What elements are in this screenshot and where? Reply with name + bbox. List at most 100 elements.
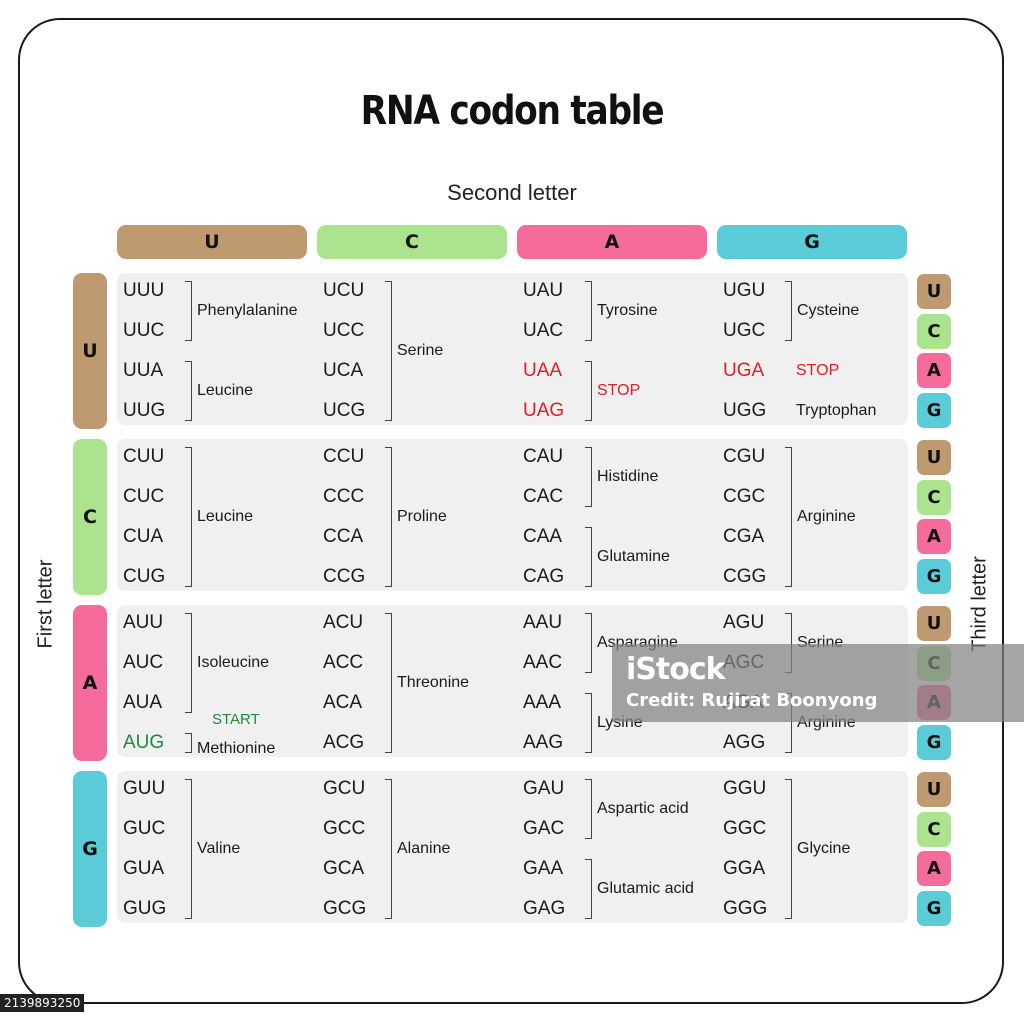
codon-acu: ACU bbox=[323, 612, 364, 633]
third-letter-c: C bbox=[917, 811, 951, 847]
row-panel-c bbox=[117, 439, 908, 591]
third-letter-u: U bbox=[917, 274, 951, 309]
codon-cag: CAG bbox=[523, 566, 565, 587]
amino-acid-valine: Valine bbox=[197, 840, 241, 857]
first-letter-c: C bbox=[73, 439, 107, 595]
amino-acid-leucine: Leucine bbox=[197, 508, 254, 525]
codon-gac: GAC bbox=[523, 818, 565, 839]
start-label: START bbox=[212, 711, 260, 728]
codon-uac: UAC bbox=[523, 320, 564, 341]
amino-acid-arginine: Arginine bbox=[797, 508, 856, 525]
codon-gcu: GCU bbox=[323, 778, 366, 799]
codon-gcg: GCG bbox=[323, 898, 367, 919]
codon-uua: UUA bbox=[123, 360, 164, 381]
codon-uuc: UUC bbox=[123, 320, 165, 341]
codon-aua: AUA bbox=[123, 692, 163, 713]
bracket bbox=[185, 447, 192, 587]
codon-gua: GUA bbox=[123, 858, 165, 879]
codon-ccc: CCC bbox=[323, 486, 365, 507]
codon-cga: CGA bbox=[723, 526, 765, 547]
codon-cgc: CGC bbox=[723, 486, 766, 507]
bracket bbox=[585, 361, 592, 421]
amino-acid-stop: STOP bbox=[597, 382, 641, 399]
second-letter-a: A bbox=[517, 225, 707, 259]
bracket bbox=[385, 613, 392, 753]
watermark-credit: Credit: Rujirat Boonyong bbox=[626, 690, 878, 711]
watermark-logo: iStock bbox=[626, 652, 726, 687]
codon-cua: CUA bbox=[123, 526, 164, 547]
first-letter-a: A bbox=[73, 605, 107, 761]
amino-acid-phenylalanine: Phenylalanine bbox=[197, 302, 298, 319]
amino-acid-aspartic-acid: Aspartic acid bbox=[597, 800, 689, 817]
codon-aac: AAC bbox=[523, 652, 563, 673]
codon-auc: AUC bbox=[123, 652, 164, 673]
bracket bbox=[185, 733, 192, 753]
codon-aug: AUG bbox=[123, 732, 165, 753]
codon-ccu: CCU bbox=[323, 446, 365, 467]
codon-ccg: CCG bbox=[323, 566, 366, 587]
codon-ugc: UGC bbox=[723, 320, 766, 341]
bracket bbox=[585, 693, 592, 753]
amino-acid-cysteine: Cysteine bbox=[797, 302, 860, 319]
amino-acid-histidine: Histidine bbox=[597, 468, 659, 485]
third-letter-u: U bbox=[917, 772, 951, 807]
amino-acid-stop: STOP bbox=[796, 362, 840, 379]
codon-ggg: GGG bbox=[723, 898, 768, 919]
codon-cug: CUG bbox=[123, 566, 166, 587]
first-letter-u: U bbox=[73, 273, 107, 429]
image-id: 2139893250 bbox=[0, 994, 85, 1012]
codon-uau: UAU bbox=[523, 280, 564, 301]
codon-cgu: CGU bbox=[723, 446, 766, 467]
codon-guc: GUC bbox=[123, 818, 166, 839]
codon-gau: GAU bbox=[523, 778, 565, 799]
second-letter-u: U bbox=[117, 225, 307, 259]
bracket bbox=[585, 779, 592, 839]
codon-gag: GAG bbox=[523, 898, 566, 919]
codon-ggc: GGC bbox=[723, 818, 767, 839]
codon-gug: GUG bbox=[123, 898, 167, 919]
third-letter-c: C bbox=[917, 313, 951, 349]
codon-agg: AGG bbox=[723, 732, 766, 753]
outer-frame bbox=[18, 18, 1004, 1004]
codon-gaa: GAA bbox=[523, 858, 564, 879]
third-letter-g: G bbox=[917, 558, 951, 594]
bracket bbox=[585, 527, 592, 587]
amino-acid-isoleucine: Isoleucine bbox=[197, 654, 270, 671]
bracket bbox=[185, 361, 192, 421]
codon-guu: GUU bbox=[123, 778, 166, 799]
amino-acid-glycine: Glycine bbox=[797, 840, 851, 857]
amino-acid-proline: Proline bbox=[397, 508, 447, 525]
amino-acid-serine: Serine bbox=[397, 342, 444, 359]
codon-gca: GCA bbox=[323, 858, 365, 879]
codon-agu: AGU bbox=[723, 612, 765, 633]
amino-acid-tyrosine: Tyrosine bbox=[597, 302, 658, 319]
second-letter-label: Second letter bbox=[447, 180, 577, 205]
bracket bbox=[385, 779, 392, 919]
codon-acc: ACC bbox=[323, 652, 364, 673]
bracket bbox=[785, 779, 792, 919]
third-letter-a: A bbox=[917, 519, 951, 554]
amino-acid-tryptophan: Tryptophan bbox=[796, 402, 877, 419]
codon-cgg: CGG bbox=[723, 566, 767, 587]
codon-uug: UUG bbox=[123, 400, 166, 421]
second-letter-c: C bbox=[317, 225, 507, 259]
amino-acid-leucine: Leucine bbox=[197, 382, 254, 399]
codon-ucg: UCG bbox=[323, 400, 366, 421]
third-letter-g: G bbox=[917, 890, 951, 926]
codon-cuu: CUU bbox=[123, 446, 165, 467]
codon-cau: CAU bbox=[523, 446, 564, 467]
codon-aag: AAG bbox=[523, 732, 564, 753]
third-letter-label: Third letter bbox=[968, 556, 991, 652]
bracket bbox=[585, 447, 592, 507]
codon-aaa: AAA bbox=[523, 692, 562, 713]
codon-ucc: UCC bbox=[323, 320, 365, 341]
bracket bbox=[185, 281, 192, 341]
amino-acid-threonine: Threonine bbox=[397, 674, 470, 691]
watermark: iStock Credit: Rujirat Boonyong bbox=[612, 644, 1024, 722]
page-title: RNA codon table bbox=[360, 88, 665, 134]
bracket bbox=[185, 613, 192, 713]
third-letter-c: C bbox=[917, 479, 951, 515]
third-letter-u: U bbox=[917, 440, 951, 475]
codon-cac: CAC bbox=[523, 486, 564, 507]
third-letter-g: G bbox=[917, 392, 951, 428]
